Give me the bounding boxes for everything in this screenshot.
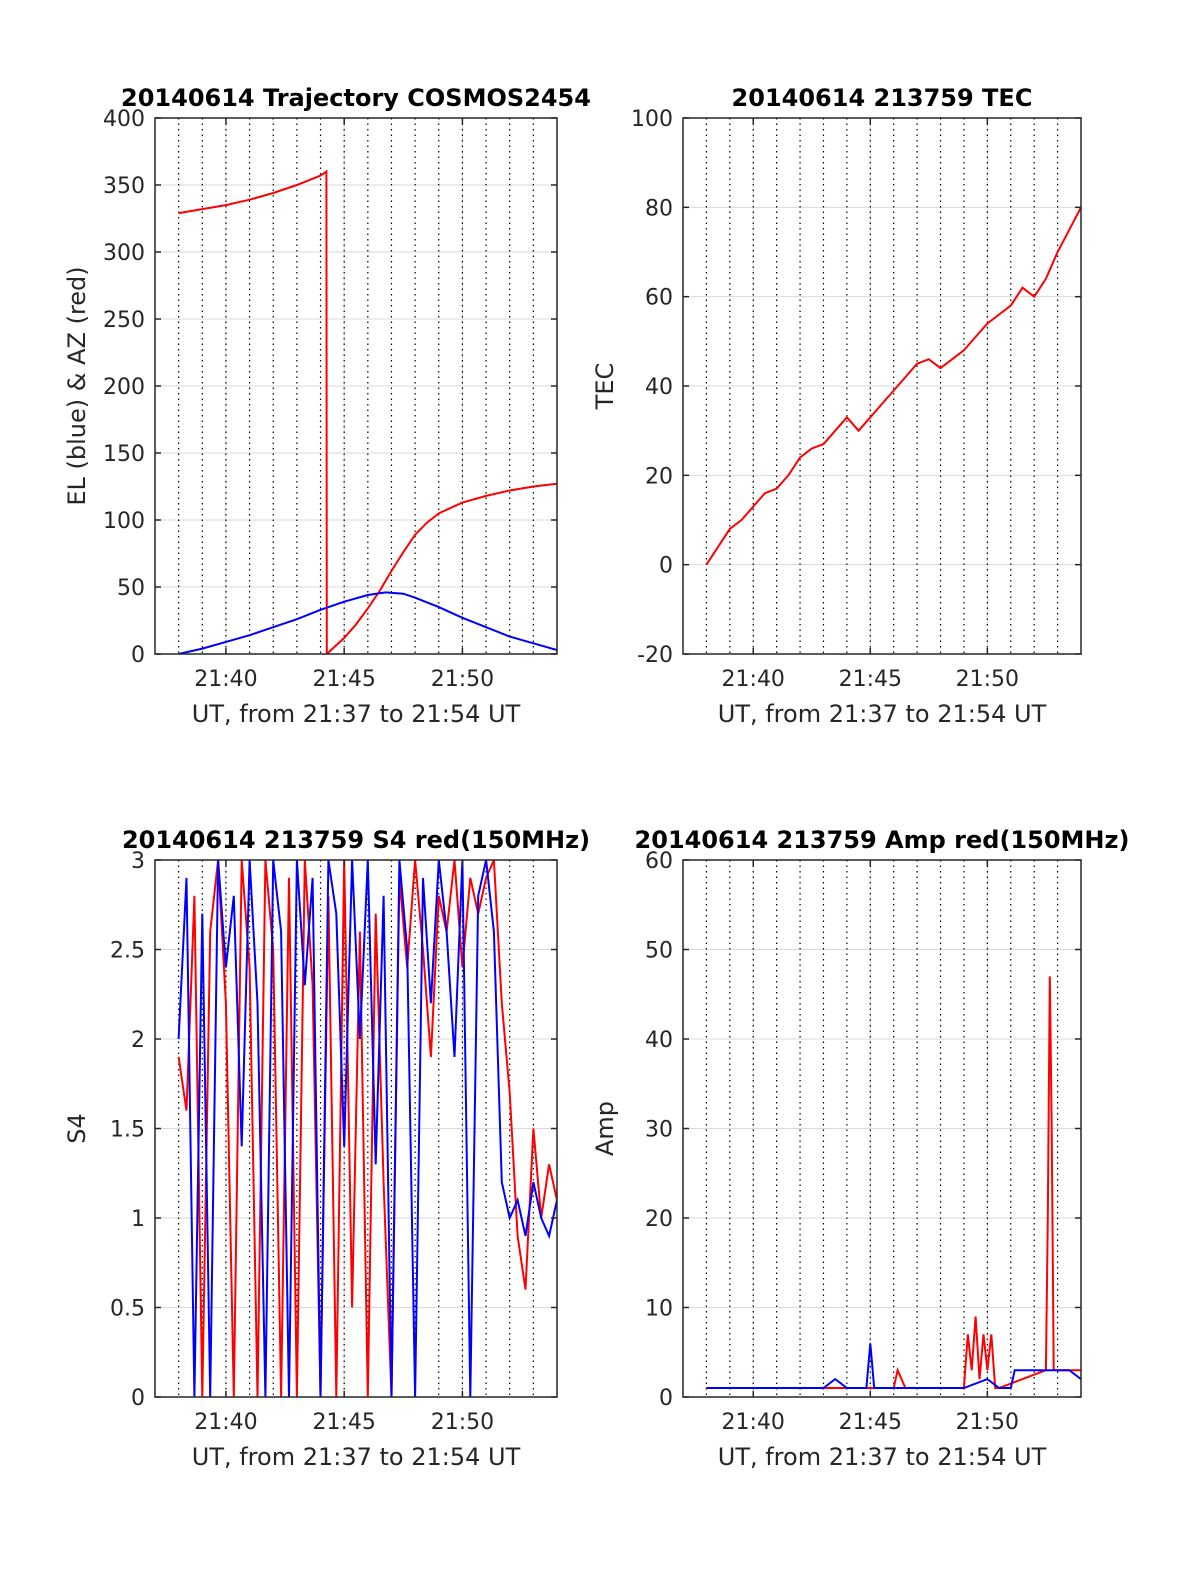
x-axis-label: UT, from 21:37 to 21:54 UT	[718, 700, 1047, 728]
x-tick-label: 21:50	[431, 667, 494, 692]
series-line-red	[706, 976, 1081, 1389]
series-line-red	[705, 206, 1081, 566]
y-tick-label: 3	[131, 849, 145, 874]
y-tick-label: 1.5	[110, 1118, 145, 1143]
y-axis-label: EL (blue) & AZ (red)	[63, 266, 91, 505]
y-tick-label: 2	[131, 1028, 145, 1053]
x-axis-label: UT, from 21:37 to 21:54 UT	[192, 1443, 521, 1471]
x-tick-label: 21:45	[312, 667, 375, 692]
x-tick-label: 21:50	[956, 667, 1019, 692]
y-tick-label: 60	[645, 849, 673, 874]
x-tick-label: 21:45	[312, 1410, 375, 1435]
y-tick-label: 40	[645, 375, 673, 400]
y-tick-label: 50	[645, 939, 673, 964]
x-tick-label: 21:40	[194, 1410, 257, 1435]
y-tick-label: 400	[103, 107, 145, 132]
x-tick-label: 21:40	[722, 667, 785, 692]
x-tick-label: 21:50	[956, 1410, 1019, 1435]
y-axis-label: S4	[63, 1113, 91, 1144]
y-tick-label: 60	[645, 286, 673, 311]
y-tick-label: 0	[131, 643, 145, 668]
series-line-blue	[177, 860, 557, 1397]
chart-title: 20140614 213759 TEC	[732, 84, 1033, 112]
x-tick-label: 21:45	[839, 667, 902, 692]
y-tick-label: 350	[103, 174, 145, 199]
y-tick-label: 20	[645, 464, 673, 489]
y-tick-label: 0	[659, 1386, 673, 1411]
y-tick-label: 0	[659, 554, 673, 579]
series-line-blue	[706, 1343, 1081, 1389]
y-tick-label: 300	[103, 241, 145, 266]
chart-title: 20140614 213759 S4 red(150MHz)	[122, 826, 590, 854]
y-axis-label: TEC	[591, 363, 619, 411]
chart-panel-1: 0 50 100 150 200 250 300 350 400 21:40 21:45 21:50 2…	[63, 84, 591, 728]
y-tick-label: 50	[117, 576, 145, 601]
y-tick-label: -20	[637, 643, 673, 668]
y-tick-label: 0	[131, 1386, 145, 1411]
chart-title: 20140614 Trajectory COSMOS2454	[121, 84, 591, 112]
x-tick-label: 21:40	[722, 1410, 785, 1435]
y-tick-label: 150	[103, 442, 145, 467]
y-tick-label: 40	[645, 1028, 673, 1053]
y-tick-label: 10	[645, 1297, 673, 1322]
y-tick-label: 1	[131, 1207, 145, 1232]
series-line-blue	[178, 591, 557, 654]
series-line-red	[178, 169, 557, 654]
chart-title: 20140614 213759 Amp red(150MHz)	[635, 826, 1130, 854]
x-tick-label: 21:40	[194, 667, 257, 692]
y-tick-label: 30	[645, 1118, 673, 1143]
chart-panel-3: 0 0.5 1 1.5 2 2.5 3 21:40 21:45 21:50 20140614 213…	[63, 826, 590, 1471]
chart-panel-4: 0 10 20 30 40 50 60 21:40 21:45 21:50 20140614 213…	[591, 826, 1129, 1471]
y-tick-label: 0.5	[110, 1297, 145, 1322]
x-tick-label: 21:45	[839, 1410, 902, 1435]
x-axis-label: UT, from 21:37 to 21:54 UT	[192, 700, 521, 728]
y-tick-label: 2.5	[110, 939, 145, 964]
y-tick-label: 80	[645, 196, 673, 221]
y-tick-label: 250	[103, 308, 145, 333]
chart-panel-2: -20 0 20 40 60 80 100 21:40 21:45 21:50 20140614 2…	[591, 84, 1082, 728]
y-tick-label: 100	[103, 509, 145, 534]
y-tick-label: 20	[645, 1207, 673, 1232]
x-tick-label: 21:50	[431, 1410, 494, 1435]
y-axis-label: Amp	[591, 1101, 619, 1156]
y-tick-label: 200	[103, 375, 145, 400]
x-axis-label: UT, from 21:37 to 21:54 UT	[718, 1443, 1047, 1471]
y-tick-label: 100	[631, 107, 673, 132]
